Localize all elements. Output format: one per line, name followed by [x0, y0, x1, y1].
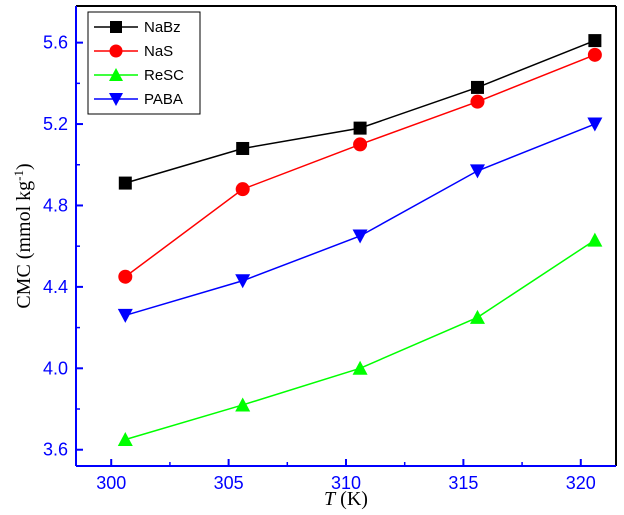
data-point-circle [235, 182, 250, 197]
data-point-circle [587, 47, 602, 62]
x-axis-title-unit: (K) [335, 488, 368, 510]
plot-frame [76, 5, 617, 466]
data-point-triangle-up [117, 432, 133, 447]
x-axis-title-symbol: T [324, 488, 337, 510]
series-nas [118, 47, 602, 284]
y-axis-title-exponent: -1 [11, 170, 26, 181]
y-tick-label: 3.6 [43, 440, 68, 460]
legend-marker-square [110, 21, 122, 33]
legend-label: NaS [144, 43, 173, 60]
x-tick-label: 320 [566, 473, 596, 493]
x-tick-label: 315 [448, 473, 478, 493]
data-point-triangle-up [587, 232, 603, 247]
x-tick-label: 305 [214, 473, 244, 493]
x-axis-title: T (K) [324, 488, 368, 510]
y-axis-title-main: CMC (mmol kg [13, 181, 35, 309]
data-point-triangle-down [352, 229, 368, 244]
data-point-triangle-down [117, 308, 133, 323]
data-point-triangle-up [235, 397, 251, 412]
series-paba [117, 117, 603, 323]
y-tick-label: 4.8 [43, 195, 68, 215]
series-layer [117, 34, 603, 447]
data-point-circle [353, 137, 368, 152]
data-point-triangle-down [469, 164, 485, 179]
data-point-triangle-down [235, 274, 251, 289]
y-tick-label: 4.0 [43, 358, 68, 378]
y-axis: 3.6 4.0 4.4 4.8 5.2 5.6 [43, 6, 83, 466]
legend-label: PABA [144, 91, 183, 108]
data-point-square [588, 34, 602, 48]
legend-marker-triangle-up [109, 68, 123, 81]
legend-label: ReSC [144, 67, 184, 84]
legend-marker-circle [109, 44, 123, 58]
y-tick-label: 4.4 [43, 277, 68, 297]
data-point-square [470, 80, 484, 94]
legend: NaBz NaS ReSC PABA [87, 11, 201, 115]
legend-box [87, 11, 201, 115]
y-tick-label: 5.6 [43, 33, 68, 53]
x-tick-label: 300 [96, 473, 126, 493]
data-point-square [118, 176, 132, 190]
legend-item: NaS [94, 43, 173, 60]
data-point-circle [470, 94, 485, 109]
legend-item: NaBz [94, 19, 181, 36]
data-point-triangle-up [469, 309, 485, 324]
legend-marker-triangle-down [109, 93, 123, 106]
y-axis-title: CMC (mmol kg-1) [11, 163, 36, 308]
y-axis-title-close: ) [13, 163, 35, 170]
data-point-triangle-down [587, 117, 603, 132]
series-resc [117, 232, 603, 447]
series-line [125, 239, 596, 441]
data-point-circle [118, 269, 133, 284]
legend-label: NaBz [144, 19, 181, 36]
series-nabz [118, 34, 602, 190]
legend-item: PABA [94, 91, 183, 108]
y-tick-label: 5.2 [43, 114, 68, 134]
data-point-square [236, 141, 250, 155]
x-axis: 300 305 310 315 320 [76, 459, 616, 493]
data-point-triangle-up [352, 360, 368, 375]
data-point-square [353, 121, 367, 135]
x-tick-label: 310 [331, 473, 361, 493]
legend-item: ReSC [94, 67, 184, 84]
